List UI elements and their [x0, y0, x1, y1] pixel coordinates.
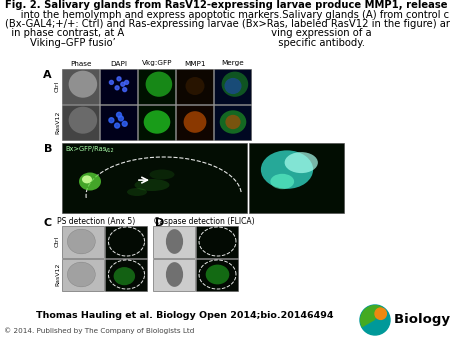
- Circle shape: [109, 80, 113, 84]
- Ellipse shape: [270, 174, 294, 189]
- Circle shape: [118, 116, 123, 121]
- Ellipse shape: [69, 107, 97, 134]
- Ellipse shape: [225, 115, 241, 129]
- Bar: [100, 69, 137, 104]
- Circle shape: [117, 112, 122, 117]
- Text: V12: V12: [105, 147, 115, 152]
- Ellipse shape: [149, 169, 175, 179]
- Bar: [138, 69, 175, 104]
- Bar: [62, 69, 99, 104]
- Text: PS detection (Anx 5): PS detection (Anx 5): [57, 217, 135, 226]
- Text: Bx>GFP/Ras: Bx>GFP/Ras: [65, 146, 106, 152]
- Ellipse shape: [185, 77, 204, 95]
- Text: into the hemolymph and express apoptotic markers.Salivary glands (A) from contro: into the hemolymph and express apoptotic…: [5, 9, 450, 20]
- Wedge shape: [360, 305, 382, 328]
- Ellipse shape: [68, 229, 95, 254]
- Bar: [62, 226, 104, 258]
- Bar: [196, 226, 238, 258]
- Ellipse shape: [261, 150, 313, 189]
- Circle shape: [121, 82, 125, 86]
- Ellipse shape: [221, 72, 248, 97]
- Bar: [153, 226, 195, 258]
- Bar: [176, 69, 213, 104]
- Circle shape: [123, 88, 127, 92]
- Text: DAPI: DAPI: [111, 61, 127, 67]
- Circle shape: [375, 308, 387, 319]
- Bar: [105, 226, 147, 258]
- Bar: [138, 105, 175, 140]
- Ellipse shape: [144, 110, 170, 134]
- Text: Ctrl: Ctrl: [55, 236, 60, 247]
- Text: Vkg:GFP: Vkg:GFP: [142, 61, 172, 67]
- Bar: [214, 69, 251, 104]
- Circle shape: [115, 86, 119, 90]
- Bar: [62, 143, 247, 213]
- Bar: [196, 259, 238, 291]
- Circle shape: [122, 121, 127, 126]
- Ellipse shape: [82, 175, 92, 184]
- Text: A: A: [43, 70, 52, 80]
- Bar: [105, 259, 147, 291]
- Bar: [100, 105, 137, 140]
- Text: Ctrl: Ctrl: [55, 80, 60, 92]
- Bar: [214, 105, 251, 140]
- Circle shape: [125, 80, 129, 84]
- Bar: [176, 105, 213, 140]
- Circle shape: [115, 123, 120, 128]
- Text: Phase: Phase: [70, 61, 92, 67]
- Bar: [62, 105, 99, 140]
- Text: RasV12: RasV12: [55, 110, 60, 134]
- Bar: [249, 143, 344, 213]
- Ellipse shape: [166, 229, 183, 254]
- Circle shape: [360, 305, 390, 335]
- Ellipse shape: [79, 172, 101, 191]
- Ellipse shape: [69, 71, 97, 98]
- Text: © 2014. Published by The Company of Biologists Ltd: © 2014. Published by The Company of Biol…: [4, 327, 194, 334]
- Text: C: C: [44, 218, 52, 228]
- Ellipse shape: [220, 110, 246, 134]
- Text: in phase contrast, at A                                               ving expre: in phase contrast, at A ving expre: [5, 28, 372, 39]
- Ellipse shape: [113, 267, 135, 285]
- Circle shape: [109, 118, 114, 123]
- Ellipse shape: [166, 262, 183, 287]
- Ellipse shape: [68, 262, 95, 287]
- Text: B: B: [44, 144, 52, 154]
- Ellipse shape: [135, 179, 170, 191]
- Text: MMP1: MMP1: [184, 61, 206, 67]
- Text: Biology Open: Biology Open: [394, 314, 450, 327]
- Text: RasV12: RasV12: [55, 263, 60, 286]
- Ellipse shape: [127, 188, 147, 196]
- Text: D: D: [155, 218, 164, 228]
- Text: Viking–GFP fusio’                                                    specific an: Viking–GFP fusio’ specific an: [5, 38, 365, 48]
- Bar: [153, 259, 195, 291]
- Circle shape: [117, 77, 121, 81]
- Ellipse shape: [206, 265, 230, 284]
- Ellipse shape: [146, 72, 172, 97]
- Text: Merge: Merge: [221, 61, 244, 67]
- Text: Fig. 2. Salivary glands from RasV12-expressing larvae produce MMP1, release tiss: Fig. 2. Salivary glands from RasV12-expr…: [5, 0, 450, 10]
- Ellipse shape: [225, 78, 242, 94]
- Ellipse shape: [284, 152, 318, 173]
- Ellipse shape: [184, 111, 207, 133]
- Text: (Bx-GAL4;+/+: Ctrl) and Ras-expressing larvae (Bx>Ras, labeled RasV12 in the fig: (Bx-GAL4;+/+: Ctrl) and Ras-expressing l…: [5, 19, 450, 29]
- Bar: [62, 259, 104, 291]
- Text: Thomas Hauling et al. Biology Open 2014;bio.20146494: Thomas Hauling et al. Biology Open 2014;…: [36, 312, 334, 320]
- Text: Caspase detection (FLICA): Caspase detection (FLICA): [154, 217, 255, 226]
